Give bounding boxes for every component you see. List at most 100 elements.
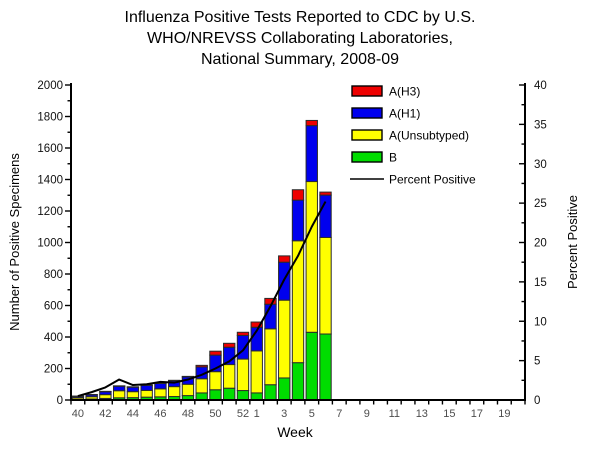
week-tick-label-52: 52 — [237, 408, 249, 420]
left-axis-tick-label: 0 — [57, 395, 63, 407]
bar-segment-A(H1)-week-46 — [154, 382, 167, 390]
bar-segment-A(H3)-week-43 — [112, 385, 126, 387]
right-axis-tick-label: 25 — [534, 198, 547, 210]
bar-segment-A(H3)-week-47 — [168, 379, 181, 382]
bar-segment-A(Unsubtyped)-week-48 — [181, 383, 195, 397]
left-axis-title: Number of Positive Specimens — [7, 153, 22, 331]
week-tick-label-1: 1 — [254, 408, 260, 420]
week-tick-label-13: 13 — [416, 408, 428, 420]
bar-segment-B-week-6 — [319, 333, 332, 401]
legend-label-B: B — [389, 151, 397, 165]
bar-segment-A(H3)-week-1 — [250, 321, 263, 328]
bar-segment-A(H1)-week-5 — [305, 125, 318, 183]
right-axis-tick-label: 30 — [534, 159, 547, 171]
bar-segment-A(H1)-week-52 — [236, 334, 250, 360]
percent-positive-line-group — [77, 201, 327, 398]
legend-swatch-B — [351, 151, 383, 163]
week-tick-label-48: 48 — [182, 408, 194, 420]
bar-segment-A(Unsubtyped)-week-45 — [140, 389, 153, 398]
bar-segment-A(Unsubtyped)-week-4 — [291, 240, 305, 364]
left-axis-tick-label: 1000 — [37, 238, 63, 250]
week-tick-label-17: 17 — [471, 408, 483, 420]
right-axis-title: Percent Positive — [565, 195, 580, 289]
bar-segment-A(H3)-week-6 — [319, 191, 332, 196]
bar-segment-A(H3)-week-44 — [126, 386, 140, 388]
right-axis-tick-label: 10 — [534, 316, 547, 328]
right-axis-tick-label: 5 — [534, 356, 540, 368]
legend-swatch-A(Unsubtyped) — [351, 129, 383, 141]
bar-segment-A(H3)-week-5 — [305, 119, 318, 127]
bar-segment-B-week-51 — [223, 387, 236, 401]
bar-segment-A(H3)-week-3 — [278, 255, 291, 263]
legend-swatch-A(H3) — [351, 85, 383, 97]
bar-segment-A(Unsubtyped)-week-50 — [209, 371, 222, 391]
bar-segment-A(Unsubtyped)-week-49 — [195, 378, 208, 394]
chart-title-line-2: WHO/NREVSS Collaborating Laboratories, — [147, 30, 453, 47]
bar-segment-A(Unsubtyped)-week-6 — [319, 236, 332, 335]
right-axis-tick-label: 0 — [534, 395, 540, 407]
bar-segment-A(H3)-week-49 — [195, 364, 208, 368]
bar-segment-A(H3)-week-42 — [99, 390, 112, 393]
right-axis-tick-label: 20 — [534, 238, 547, 250]
bar-segment-B-week-5 — [305, 331, 318, 401]
week-tick-label-44: 44 — [127, 408, 139, 420]
left-axis-tick-label: 2000 — [37, 80, 63, 92]
week-tick-label-3: 3 — [281, 408, 287, 420]
legend: A(H3) A(H1) A(Unsubtyped) B Percent Positive — [350, 85, 476, 187]
bar-segment-A(Unsubtyped)-week-3 — [278, 299, 291, 379]
bar-segment-A(Unsubtyped)-week-2 — [264, 328, 277, 386]
bar-segment-A(H3)-week-50 — [209, 350, 222, 356]
bar-segment-A(Unsubtyped)-week-46 — [154, 388, 167, 398]
percent-positive-line — [77, 201, 327, 398]
chart-title-line-1: Influenza Positive Tests Reported to CDC… — [125, 9, 476, 26]
bar-segment-A(H3)-week-40 — [71, 395, 85, 398]
bar-segment-A(H1)-week-6 — [319, 194, 332, 238]
left-axis-tick-label: 1400 — [37, 175, 63, 187]
right-axis-tick-label: 35 — [534, 119, 547, 131]
right-axis-tick-label: 15 — [534, 277, 547, 289]
bar-segment-A(Unsubtyped)-week-52 — [236, 358, 250, 392]
left-axis-tick-label: 200 — [44, 364, 63, 376]
week-tick-label-50: 50 — [209, 408, 221, 420]
week-tick-label-15: 15 — [443, 408, 455, 420]
left-axis-tick-label: 400 — [44, 332, 63, 344]
bar-segment-B-week-50 — [209, 389, 222, 401]
left-axis-tick-label: 1800 — [37, 112, 63, 124]
left-axis-tick-label: 600 — [44, 301, 63, 313]
bar-segment-A(H1)-week-45 — [140, 384, 153, 391]
bar-segment-B-week-4 — [291, 362, 305, 401]
bar-segment-A(Unsubtyped)-week-5 — [305, 181, 318, 333]
axes-and-ticks: 0 200 400 600 800 1000 1200 1400 1600 1800 2000 0 5 1… — [37, 80, 546, 420]
bar-segment-A(Unsubtyped)-week-43 — [112, 390, 126, 399]
week-tick-label-40: 40 — [72, 408, 84, 420]
bar-segment-A(Unsubtyped)-week-1 — [250, 350, 263, 394]
bar-segment-A(H3)-week-52 — [236, 331, 250, 336]
bar-segment-B-week-1 — [250, 392, 263, 401]
bar-segment-A(H1)-week-4 — [291, 199, 305, 242]
bar-segment-A(Unsubtyped)-week-44 — [126, 391, 140, 399]
bar-segment-A(H3)-week-48 — [181, 375, 195, 378]
left-axis-tick-label: 800 — [44, 269, 63, 281]
bar-segment-A(Unsubtyped)-week-47 — [168, 386, 181, 398]
week-tick-label-42: 42 — [99, 408, 111, 420]
bar-segment-A(H3)-week-51 — [223, 342, 236, 348]
left-axis-tick-label: 1200 — [37, 206, 63, 218]
week-tick-label-9: 9 — [364, 408, 370, 420]
stacked-bars — [71, 119, 332, 401]
legend-swatch-A(H1) — [351, 107, 383, 119]
week-tick-label-46: 46 — [154, 408, 166, 420]
bar-segment-A(Unsubtyped)-week-51 — [223, 364, 236, 389]
bar-segment-A(H3)-week-4 — [291, 189, 305, 201]
x-axis-title: Week — [277, 424, 314, 440]
week-tick-label-5: 5 — [309, 408, 315, 420]
week-tick-label-11: 11 — [389, 408, 400, 420]
bar-segment-B-week-2 — [264, 384, 277, 401]
bar-segment-B-week-52 — [236, 390, 250, 401]
bar-segment-B-week-49 — [195, 392, 208, 401]
bar-segment-A(H3)-week-41 — [85, 393, 98, 396]
bar-segment-A(Unsubtyped)-week-42 — [99, 394, 112, 399]
week-tick-label-7: 7 — [336, 408, 342, 420]
left-axis-tick-label: 1600 — [37, 143, 63, 155]
